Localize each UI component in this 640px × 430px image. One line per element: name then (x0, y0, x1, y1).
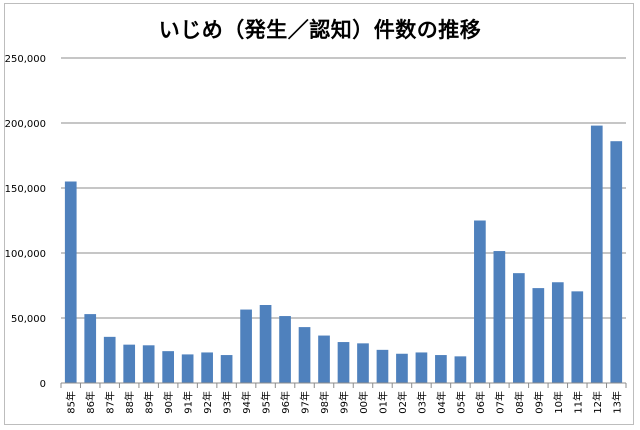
bar-94年 (240, 309, 252, 383)
x-tick-label: 01年 (376, 391, 389, 414)
bar-88年 (123, 344, 136, 383)
bar-11年 (571, 291, 584, 383)
x-tick-label: 93年 (221, 391, 234, 414)
x-axis (60, 382, 627, 388)
y-tick-label: 100,000 (5, 249, 46, 260)
bar-07年 (493, 251, 506, 383)
bar-91年 (181, 354, 194, 383)
x-tick-label: 07年 (493, 391, 506, 414)
bar-97年 (298, 327, 311, 383)
bars (64, 125, 623, 383)
x-tick-label: 10年 (552, 391, 565, 414)
x-tick-label: 91年 (182, 391, 195, 414)
bar-92年 (201, 352, 213, 383)
y-axis-tick-labels: 0 50,000 100,000 150,000 200,000 250,000 (5, 54, 46, 390)
x-tick-label: 95年 (260, 391, 273, 414)
bar-00年 (357, 343, 369, 383)
bar-99年 (337, 342, 350, 383)
y-tick-label: 250,000 (5, 54, 46, 65)
x-tick-label: 88年 (123, 391, 136, 414)
x-tick-label: 02年 (396, 391, 409, 414)
y-tick-label: 50,000 (11, 314, 46, 325)
x-tick-label: 96年 (279, 391, 292, 414)
x-tick-label: 06年 (474, 391, 487, 414)
bar-04年 (435, 355, 447, 383)
bar-09年 (532, 288, 545, 383)
x-tick-label: 89年 (143, 391, 156, 414)
x-tick-label: 87年 (104, 391, 117, 414)
x-tick-label: 86年 (84, 391, 97, 414)
x-tick-label: 08年 (513, 391, 526, 414)
bar-93年 (220, 355, 233, 383)
x-tick-label: 04年 (435, 391, 448, 414)
x-tick-label: 12年 (591, 391, 604, 414)
x-tick-label: 90年 (162, 391, 175, 414)
x-tick-label: 13年 (610, 391, 623, 414)
x-tick-label: 11年 (571, 391, 584, 414)
bar-95年 (259, 305, 272, 383)
x-tick-label: 05年 (454, 391, 467, 414)
x-tick-label: 98年 (318, 391, 331, 414)
bar-06年 (474, 220, 486, 383)
bar-89年 (142, 345, 155, 383)
x-tick-label: 92年 (201, 391, 214, 414)
bar-10年 (551, 282, 564, 383)
y-tick-label: 0 (40, 379, 46, 390)
y-tick-label: 200,000 (5, 119, 46, 130)
bar-03年 (415, 352, 428, 383)
x-tick-label: 09年 (532, 391, 545, 414)
bar-86年 (84, 314, 97, 383)
gridlines (61, 57, 626, 319)
x-tick-label: 99年 (338, 391, 351, 414)
bar-08年 (513, 273, 525, 383)
bar-05年 (454, 356, 467, 383)
bar-98年 (318, 335, 330, 383)
y-tick-label: 150,000 (5, 184, 46, 195)
x-tick-label: 97年 (299, 391, 312, 414)
bar-96年 (279, 316, 291, 383)
bar-12年 (590, 125, 603, 383)
bar-02年 (396, 353, 408, 383)
x-tick-label: 85年 (65, 391, 78, 414)
bar-87年 (103, 336, 116, 383)
x-axis-tick-labels: 85年 86年 87年 88年 89年 90年 91年 92年 93年 94年 95年 96年 97年 9… (65, 391, 624, 414)
bar-90年 (162, 351, 174, 383)
bar-13年 (610, 141, 623, 383)
chart-title: いじめ（発生／認知）件数の推移 (158, 18, 482, 42)
x-tick-label: 03年 (415, 391, 428, 414)
x-tick-label: 94年 (240, 391, 253, 414)
bar-85年 (64, 181, 77, 383)
bar-01年 (376, 349, 389, 383)
x-tick-label: 00年 (357, 391, 370, 414)
